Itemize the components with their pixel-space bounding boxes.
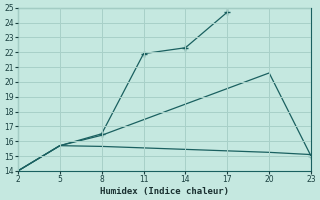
X-axis label: Humidex (Indice chaleur): Humidex (Indice chaleur) [100,187,229,196]
